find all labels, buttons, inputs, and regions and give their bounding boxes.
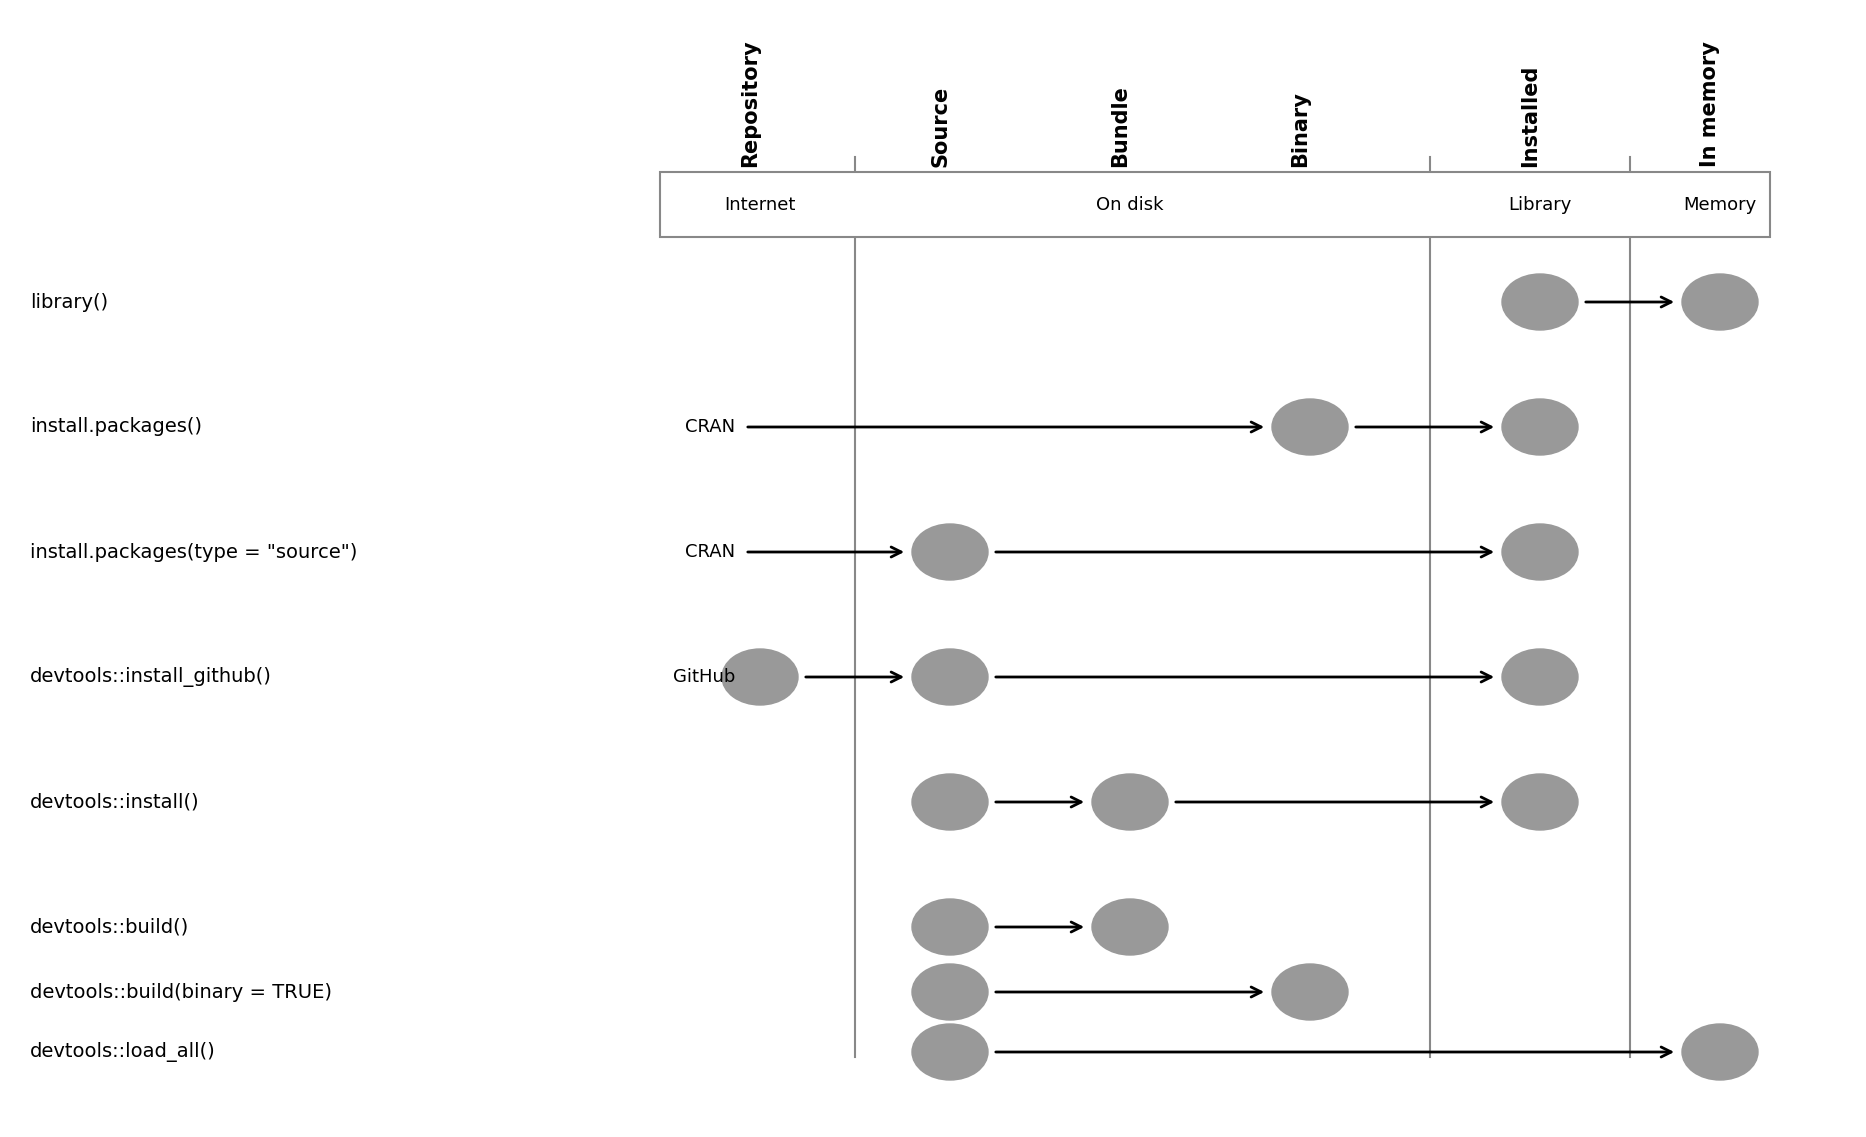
Ellipse shape	[912, 964, 987, 1020]
Ellipse shape	[1092, 774, 1168, 830]
Text: CRAN: CRAN	[685, 418, 735, 435]
Text: Binary: Binary	[1289, 91, 1310, 167]
Text: install.packages(): install.packages()	[30, 417, 202, 437]
Text: install.packages(type = "source"): install.packages(type = "source")	[30, 542, 358, 562]
Ellipse shape	[1681, 274, 1758, 330]
Ellipse shape	[1502, 274, 1579, 330]
Text: On disk: On disk	[1095, 196, 1164, 214]
Bar	[661, 172, 1771, 236]
Ellipse shape	[1681, 1024, 1758, 1080]
Ellipse shape	[912, 1024, 987, 1080]
Text: devtools::load_all(): devtools::load_all()	[30, 1041, 216, 1062]
Text: Source: Source	[929, 85, 950, 167]
Text: Memory: Memory	[1683, 196, 1756, 214]
Ellipse shape	[912, 899, 987, 955]
Ellipse shape	[1273, 964, 1347, 1020]
Text: CRAN: CRAN	[685, 543, 735, 561]
Text: Internet: Internet	[724, 196, 795, 214]
Text: Library: Library	[1508, 196, 1571, 214]
Text: Repository: Repository	[741, 40, 759, 167]
Ellipse shape	[1502, 774, 1579, 830]
Text: devtools::install_github(): devtools::install_github()	[30, 667, 272, 687]
Ellipse shape	[912, 649, 987, 705]
Ellipse shape	[722, 649, 799, 705]
Text: library(): library()	[30, 292, 108, 312]
Ellipse shape	[1502, 649, 1579, 705]
Ellipse shape	[1273, 399, 1347, 455]
Ellipse shape	[1092, 899, 1168, 955]
Ellipse shape	[912, 524, 987, 580]
Text: Bundle: Bundle	[1110, 85, 1131, 167]
Text: devtools::build(): devtools::build()	[30, 918, 188, 937]
Ellipse shape	[912, 774, 987, 830]
Ellipse shape	[1502, 524, 1579, 580]
Ellipse shape	[1502, 399, 1579, 455]
Text: In memory: In memory	[1700, 41, 1720, 167]
Text: devtools::install(): devtools::install()	[30, 792, 200, 812]
Text: Installed: Installed	[1521, 65, 1539, 167]
Text: GitHub: GitHub	[672, 669, 735, 686]
Text: devtools::build(binary = TRUE): devtools::build(binary = TRUE)	[30, 982, 332, 1002]
